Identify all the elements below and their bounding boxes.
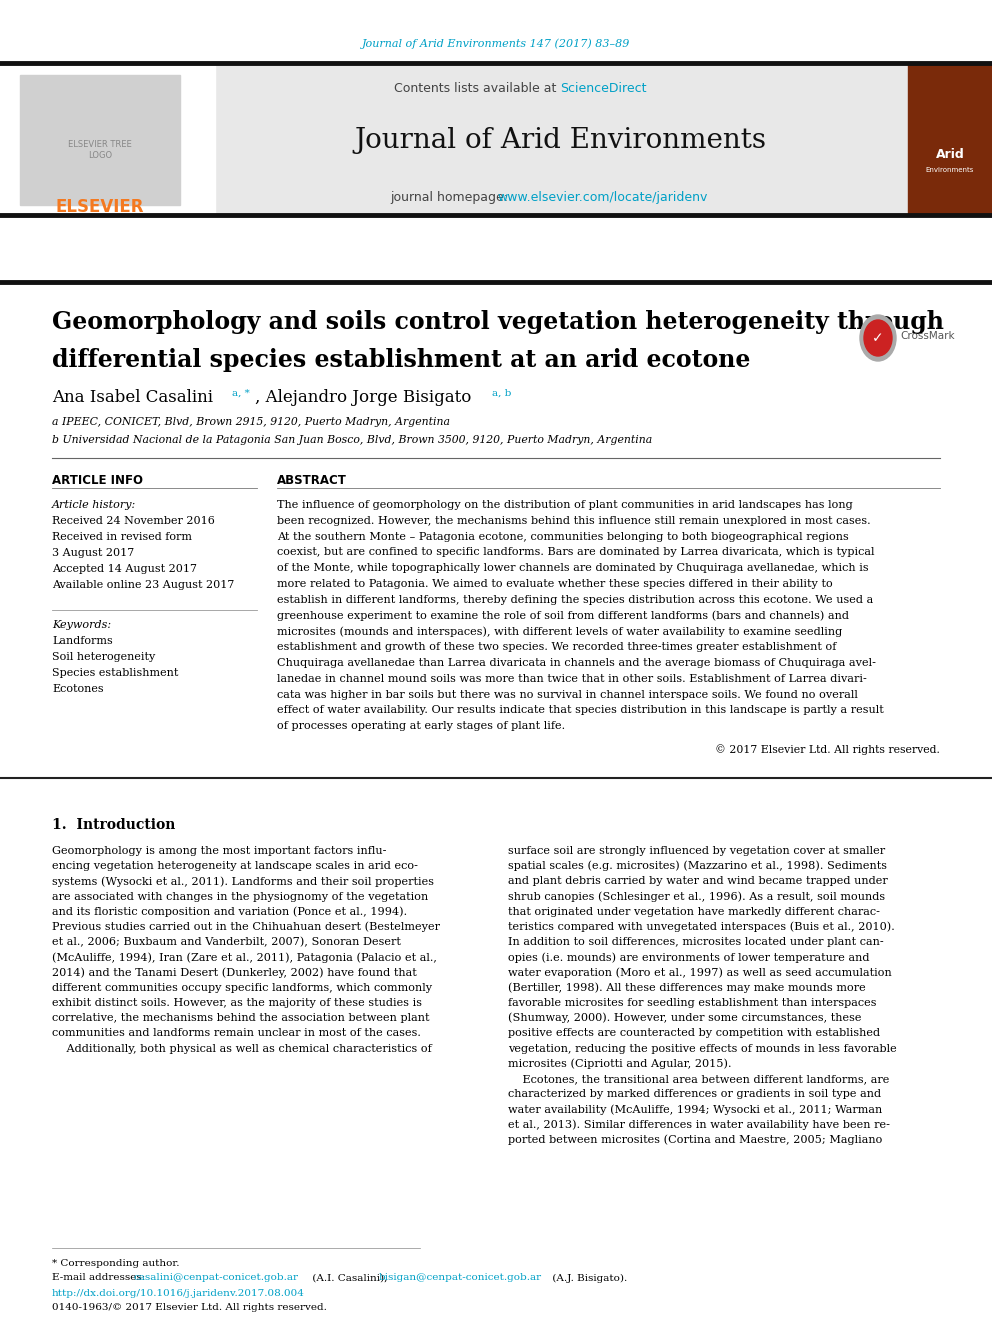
Text: communities and landforms remain unclear in most of the cases.: communities and landforms remain unclear… [52,1028,421,1039]
Text: vegetation, reducing the positive effects of mounds in less favorable: vegetation, reducing the positive effect… [508,1044,897,1053]
Bar [908,64,992,216]
Text: and plant debris carried by water and wind became trapped under: and plant debris carried by water and wi… [508,876,888,886]
Text: that originated under vegetation have markedly different charac-: that originated under vegetation have ma… [508,906,880,917]
Text: casalini@cenpat-conicet.gob.ar: casalini@cenpat-conicet.gob.ar [134,1274,299,1282]
Text: differential species establishment at an arid ecotone: differential species establishment at an… [52,348,750,372]
Text: At the southern Monte – Patagonia ecotone, communities belonging to both biogeog: At the southern Monte – Patagonia ecoton… [277,532,849,541]
Text: Landforms: Landforms [52,636,113,646]
Text: 0140-1963/© 2017 Elsevier Ltd. All rights reserved.: 0140-1963/© 2017 Elsevier Ltd. All right… [52,1303,327,1312]
Text: CrossMark: CrossMark [900,331,954,341]
Text: establish in different landforms, thereby defining the species distribution acro: establish in different landforms, thereb… [277,595,873,605]
Text: are associated with changes in the physiognomy of the vegetation: are associated with changes in the physi… [52,892,429,901]
Text: shrub canopies (Schlesinger et al., 1996). As a result, soil mounds: shrub canopies (Schlesinger et al., 1996… [508,892,885,902]
Text: water evaporation (Moro et al., 1997) as well as seed accumulation: water evaporation (Moro et al., 1997) as… [508,967,892,978]
Text: cata was higher in bar soils but there was no survival in channel interspace soi: cata was higher in bar soils but there w… [277,689,858,700]
Text: b Universidad Nacional de la Patagonia San Juan Bosco, Blvd, Brown 3500, 9120, P: b Universidad Nacional de la Patagonia S… [52,435,653,445]
Text: coexist, but are confined to specific landforms. Bars are dominated by Larrea di: coexist, but are confined to specific la… [277,548,875,557]
Text: et al., 2013). Similar differences in water availability have been re-: et al., 2013). Similar differences in wa… [508,1119,890,1130]
Text: http://dx.doi.org/10.1016/j.jaridenv.2017.08.004: http://dx.doi.org/10.1016/j.jaridenv.201… [52,1290,305,1298]
Text: (A.J. Bisigato).: (A.J. Bisigato). [549,1274,627,1282]
Text: a, b: a, b [492,389,511,397]
Text: Keywords:: Keywords: [52,620,111,630]
Text: The influence of geomorphology on the distribution of plant communities in arid : The influence of geomorphology on the di… [277,500,853,509]
Text: Journal of Arid Environments 147 (2017) 83–89: Journal of Arid Environments 147 (2017) … [362,38,630,49]
Text: (McAuliffe, 1994), Iran (Zare et al., 2011), Patagonia (Palacio et al.,: (McAuliffe, 1994), Iran (Zare et al., 20… [52,953,436,963]
Text: of processes operating at early stages of plant life.: of processes operating at early stages o… [277,721,565,732]
Text: 2014) and the Tanami Desert (Dunkerley, 2002) have found that: 2014) and the Tanami Desert (Dunkerley, … [52,967,417,978]
Text: (A.I. Casalini),: (A.I. Casalini), [309,1274,391,1282]
Text: Geomorphology and soils control vegetation heterogeneity through: Geomorphology and soils control vegetati… [52,310,943,333]
Text: In addition to soil differences, microsites located under plant can-: In addition to soil differences, microsi… [508,937,884,947]
Text: ScienceDirect: ScienceDirect [560,82,647,94]
Text: encing vegetation heterogeneity at landscape scales in arid eco-: encing vegetation heterogeneity at lands… [52,861,418,872]
Text: Contents lists available at: Contents lists available at [394,82,560,94]
Text: lanedae in channel mound soils was more than twice that in other soils. Establis: lanedae in channel mound soils was more … [277,673,867,684]
Text: * Corresponding author.: * Corresponding author. [52,1259,180,1269]
Text: teristics compared with unvegetated interspaces (Buis et al., 2010).: teristics compared with unvegetated inte… [508,922,895,933]
Text: Received 24 November 2016: Received 24 November 2016 [52,516,215,527]
Text: Received in revised form: Received in revised form [52,532,192,542]
Text: (Bertiller, 1998). All these differences may make mounds more: (Bertiller, 1998). All these differences… [508,983,866,994]
Text: been recognized. However, the mechanisms behind this influence still remain unex: been recognized. However, the mechanisms… [277,516,871,525]
Text: 1.  Introduction: 1. Introduction [52,818,176,832]
Text: more related to Patagonia. We aimed to evaluate whether these species differed i: more related to Patagonia. We aimed to e… [277,579,832,589]
Text: ELSEVIER: ELSEVIER [56,198,144,216]
Text: ELSEVIER TREE
LOGO: ELSEVIER TREE LOGO [68,140,132,160]
Ellipse shape [860,315,896,361]
Text: systems (Wysocki et al., 2011). Landforms and their soil properties: systems (Wysocki et al., 2011). Landform… [52,876,434,886]
Text: , Alejandro Jorge Bisigato: , Alejandro Jorge Bisigato [255,389,471,406]
Text: effect of water availability. Our results indicate that species distribution in : effect of water availability. Our result… [277,705,884,716]
Text: surface soil are strongly influenced by vegetation cover at smaller: surface soil are strongly influenced by … [508,845,885,856]
Bar [0,64,992,216]
Text: Soil heterogeneity: Soil heterogeneity [52,652,156,662]
Text: (Shumway, 2000). However, under some circumstances, these: (Shumway, 2000). However, under some cir… [508,1013,861,1024]
Text: microsites (Cipriotti and Agular, 2015).: microsites (Cipriotti and Agular, 2015). [508,1058,731,1069]
Text: water availability (McAuliffe, 1994; Wysocki et al., 2011; Warman: water availability (McAuliffe, 1994; Wys… [508,1105,882,1115]
Text: spatial scales (e.g. microsites) (Mazzarino et al., 1998). Sediments: spatial scales (e.g. microsites) (Mazzar… [508,861,887,872]
Text: Species establishment: Species establishment [52,668,179,677]
Text: of the Monte, while topographically lower channels are dominated by Chuquiraga a: of the Monte, while topographically lowe… [277,564,869,573]
Text: E-mail addresses:: E-mail addresses: [52,1274,149,1282]
Text: Journal of Arid Environments: Journal of Arid Environments [354,127,766,153]
Text: microsites (mounds and interspaces), with different levels of water availability: microsites (mounds and interspaces), wit… [277,626,842,636]
Text: ✓: ✓ [872,331,884,345]
Text: positive effects are counteracted by competition with established: positive effects are counteracted by com… [508,1028,880,1039]
Text: Previous studies carried out in the Chihuahuan desert (Bestelmeyer: Previous studies carried out in the Chih… [52,922,440,933]
Text: 3 August 2017: 3 August 2017 [52,548,134,558]
Ellipse shape [864,320,892,356]
Text: Article history:: Article history: [52,500,136,509]
Text: Chuquiraga avellanedae than Larrea divaricata in channels and the average biomas: Chuquiraga avellanedae than Larrea divar… [277,658,876,668]
Text: Accepted 14 August 2017: Accepted 14 August 2017 [52,564,197,574]
Text: Additionally, both physical as well as chemical characteristics of: Additionally, both physical as well as c… [52,1044,432,1053]
Bar [0,64,215,216]
Text: establishment and growth of these two species. We recorded three-times greater e: establishment and growth of these two sp… [277,642,836,652]
Text: characterized by marked differences or gradients in soil type and: characterized by marked differences or g… [508,1089,881,1099]
Text: ABSTRACT: ABSTRACT [277,474,347,487]
Text: exhibit distinct soils. However, as the majority of these studies is: exhibit distinct soils. However, as the … [52,998,422,1008]
Text: ported between microsites (Cortina and Maestre, 2005; Magliano: ported between microsites (Cortina and M… [508,1135,882,1146]
Text: ARTICLE INFO: ARTICLE INFO [52,474,143,487]
Text: Arid: Arid [935,148,964,161]
Text: favorable microsites for seedling establishment than interspaces: favorable microsites for seedling establ… [508,998,877,1008]
Text: opies (i.e. mounds) are environments of lower temperature and: opies (i.e. mounds) are environments of … [508,953,870,963]
Text: correlative, the mechanisms behind the association between plant: correlative, the mechanisms behind the a… [52,1013,430,1023]
Text: Ana Isabel Casalini: Ana Isabel Casalini [52,389,213,406]
Text: www.elsevier.com/locate/jaridenv: www.elsevier.com/locate/jaridenv [497,192,707,205]
Text: different communities occupy specific landforms, which commonly: different communities occupy specific la… [52,983,433,992]
Text: Geomorphology is among the most important factors influ-: Geomorphology is among the most importan… [52,845,386,856]
Text: and its floristic composition and variation (Ponce et al., 1994).: and its floristic composition and variat… [52,906,407,917]
Text: Ecotones: Ecotones [52,684,103,695]
Text: a, *: a, * [232,389,250,397]
Text: Available online 23 August 2017: Available online 23 August 2017 [52,579,234,590]
Text: a IPEEC, CONICET, Blvd, Brown 2915, 9120, Puerto Madryn, Argentina: a IPEEC, CONICET, Blvd, Brown 2915, 9120… [52,417,450,427]
Text: © 2017 Elsevier Ltd. All rights reserved.: © 2017 Elsevier Ltd. All rights reserved… [715,745,940,755]
Text: et al., 2006; Buxbaum and Vanderbilt, 2007), Sonoran Desert: et al., 2006; Buxbaum and Vanderbilt, 20… [52,937,401,947]
Text: bisigan@cenpat-conicet.gob.ar: bisigan@cenpat-conicet.gob.ar [379,1274,542,1282]
Bar [20,75,180,205]
Text: journal homepage:: journal homepage: [390,192,512,205]
Text: greenhouse experiment to examine the role of soil from different landforms (bars: greenhouse experiment to examine the rol… [277,610,849,620]
Text: Ecotones, the transitional area between different landforms, are: Ecotones, the transitional area between … [508,1074,890,1084]
Text: Environments: Environments [926,167,974,173]
